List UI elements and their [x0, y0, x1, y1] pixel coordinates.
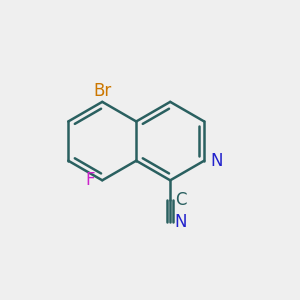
- Text: F: F: [85, 171, 94, 189]
- Text: N: N: [174, 213, 187, 231]
- Text: C: C: [175, 190, 186, 208]
- Text: Br: Br: [93, 82, 111, 100]
- Text: N: N: [210, 152, 223, 170]
